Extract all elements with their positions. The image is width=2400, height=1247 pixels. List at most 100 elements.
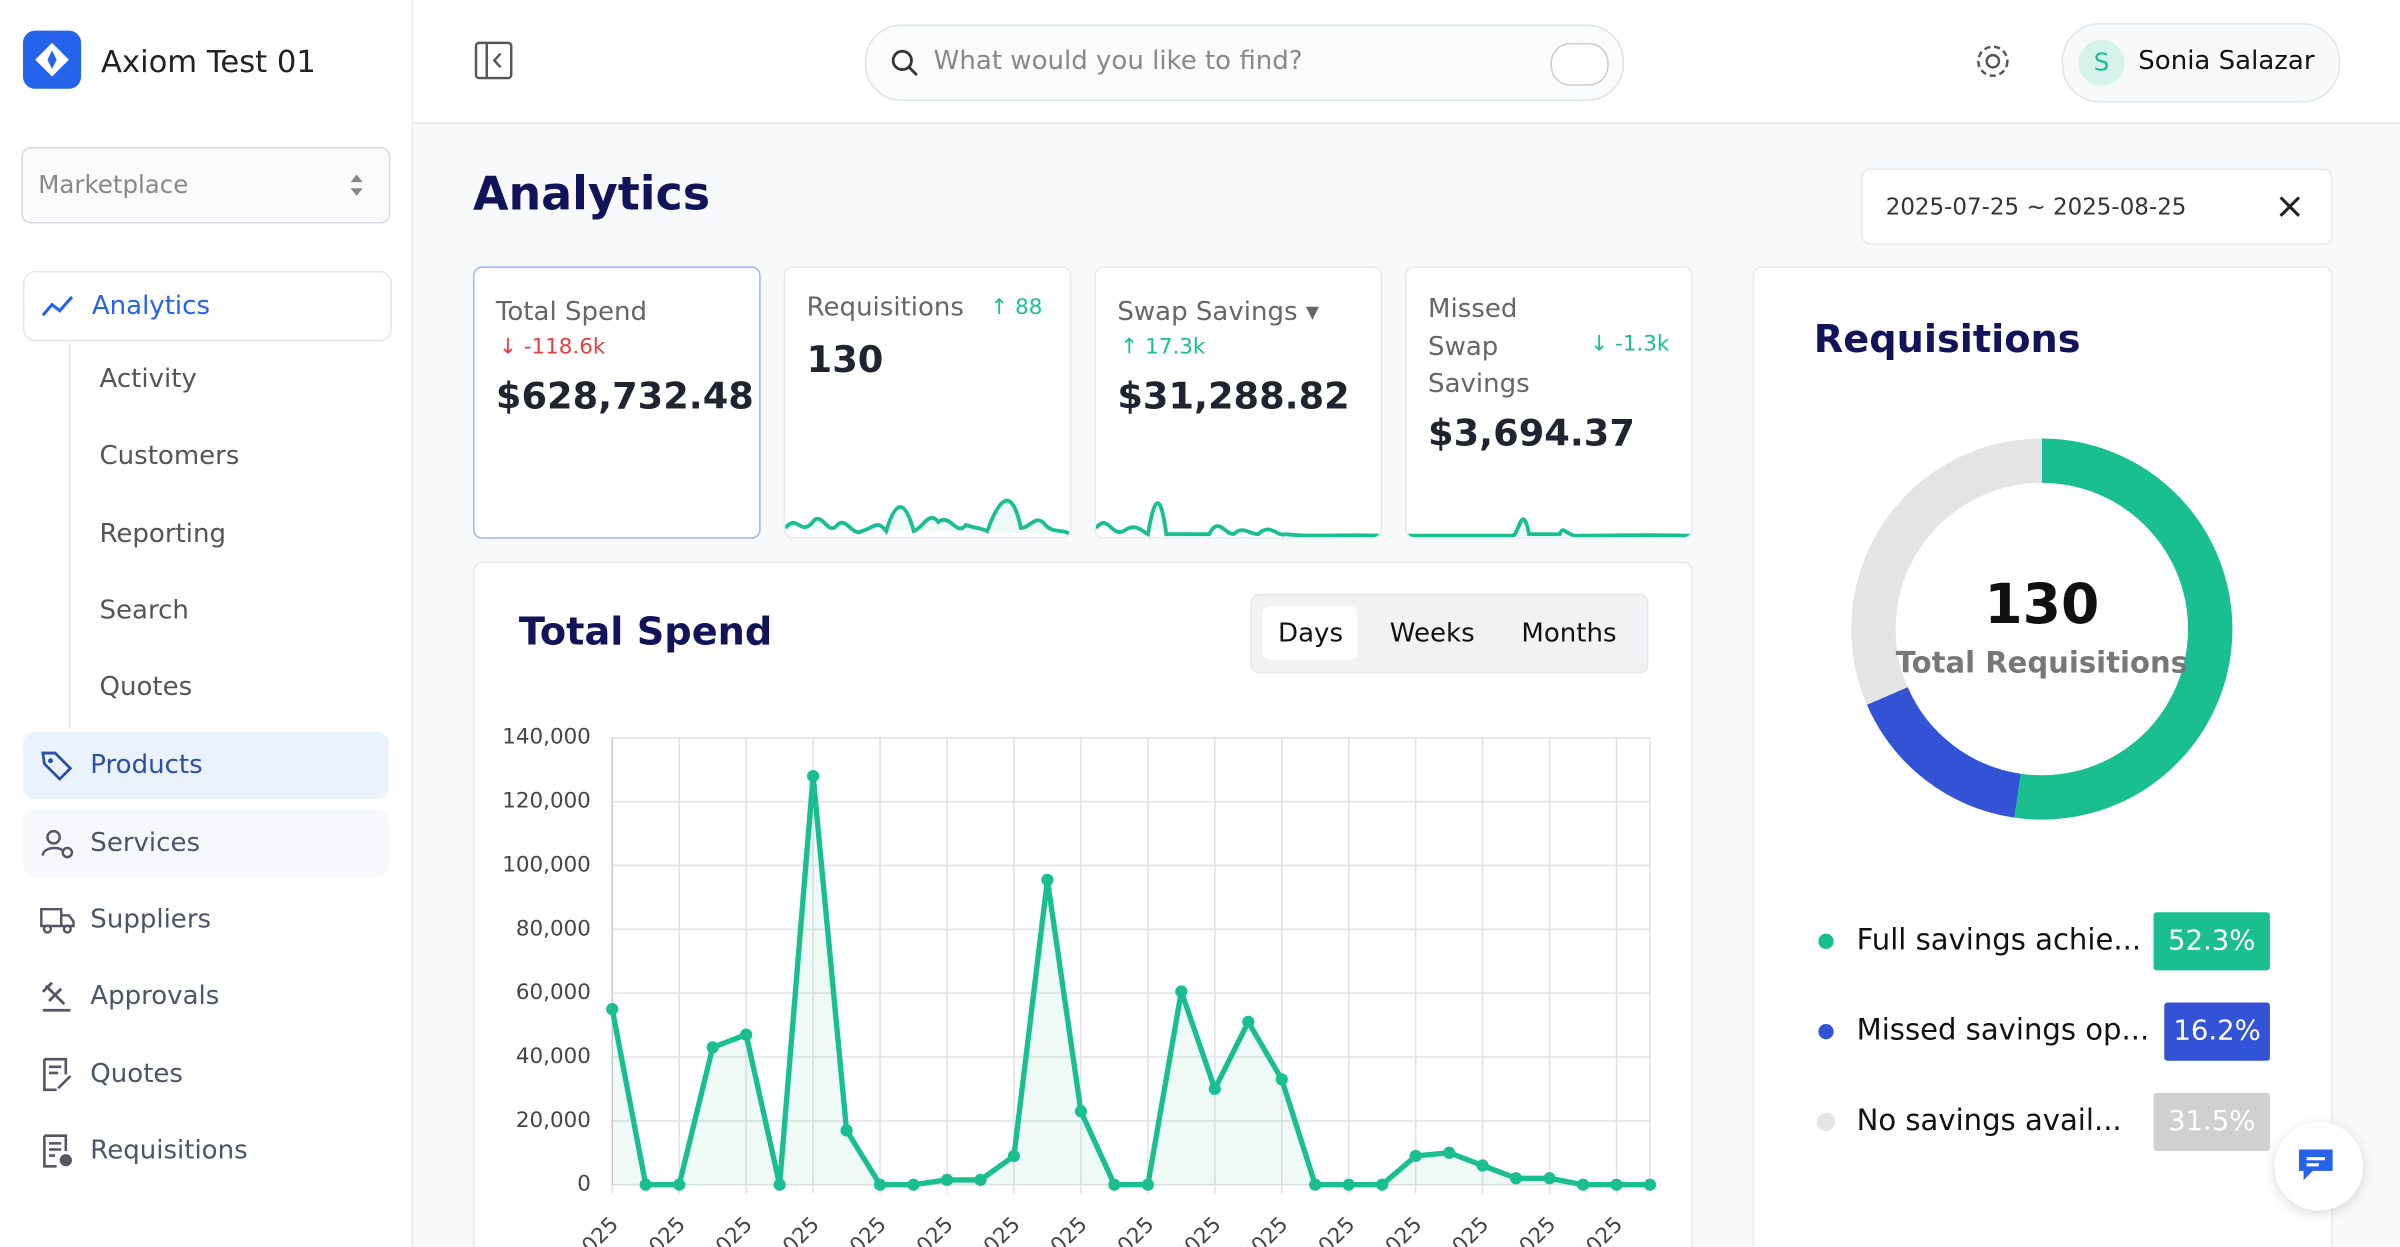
point (1610, 1178, 1623, 1191)
chat-icon (2298, 1149, 2333, 1181)
nav-item[interactable]: Services (22, 809, 389, 878)
sub-rule (68, 342, 71, 729)
kpi-change-value: 17.3k (1145, 335, 1206, 360)
tab-active-bg (1262, 606, 1358, 660)
nav-item[interactable]: Approvals (23, 963, 389, 1030)
nav-subitem[interactable]: Search (99, 595, 189, 627)
kpi-card[interactable]: Missed Swap Savings ↓ -1.3k $3,694.37 (1405, 266, 1693, 539)
nav-label: Analytics (91, 290, 211, 322)
tab[interactable]: Days (1278, 618, 1344, 649)
kpi-change: ↑ 88 (990, 295, 1043, 320)
legend-label: Missed savings op... (1857, 1013, 2150, 1047)
tab[interactable]: Months (1521, 618, 1617, 649)
nav-subitem[interactable]: Activity (99, 364, 197, 395)
sidebar: Axiom Test 01 Marketplace Analytics Acti… (0, 0, 414, 1247)
nav-subitem[interactable]: Quotes (99, 671, 193, 703)
kpi-change-value: 88 (1015, 295, 1043, 320)
legend-dot (1815, 930, 1837, 953)
point (740, 1028, 753, 1041)
point (806, 769, 820, 783)
settings-icon[interactable] (1973, 41, 2013, 81)
kpi-change: ↓ -118.6k (498, 335, 606, 360)
kpi-change: ↑ 17.3k (1120, 335, 1206, 360)
kpi-label: Missed Swap Savings (1428, 293, 1530, 400)
search-box[interactable]: What would you like to find? (864, 24, 1624, 102)
user-menu[interactable]: S Sonia Salazar (2061, 22, 2341, 103)
nav-item[interactable]: Requisitions (23, 1117, 389, 1184)
y-tick-label: 20,000 (516, 1108, 591, 1133)
nav-item[interactable]: Analytics (22, 270, 392, 342)
y-tick-label: 100,000 (502, 852, 591, 877)
nav-item[interactable]: Quotes (23, 1041, 389, 1108)
select-arrows (350, 174, 363, 196)
kpi-value: $628,732.48 (495, 374, 754, 418)
x-tick-label: 2025 (1505, 1212, 1561, 1247)
sparkline (785, 498, 1070, 536)
point (1376, 1178, 1389, 1191)
x-tick-label: 2025 (1103, 1212, 1159, 1247)
date-range[interactable]: 2025-07-25 ~ 2025-08-25 (1861, 168, 2333, 245)
point (1509, 1172, 1523, 1185)
date-range-text: 2025-07-25 ~ 2025-08-25 (1885, 192, 2187, 221)
point (1141, 1178, 1154, 1191)
nav-item[interactable]: Products (22, 731, 389, 799)
sidebar-toggle[interactable] (474, 41, 514, 81)
chat-button[interactable] (2274, 1121, 2364, 1211)
avatar: S (2078, 39, 2125, 86)
point (1443, 1146, 1456, 1159)
page-title: Analytics (472, 168, 711, 222)
point (873, 1178, 887, 1191)
nav-label: Approvals (90, 981, 220, 1012)
kpi-card[interactable]: Total Spend ↓ -118.6k $628,732.48 (472, 266, 761, 539)
x-tick-label: 2025 (969, 1212, 1025, 1247)
x-tick-label: 2025 (1036, 1212, 1092, 1247)
y-tick-label: 80,000 (516, 916, 591, 941)
donut-center-value: 130 (1984, 572, 2099, 636)
legend-dot (1815, 1020, 1837, 1043)
kpi-change: ↓ -1.3k (1590, 332, 1670, 357)
donut-segment (1851, 438, 2043, 705)
nav-subitem[interactable]: Reporting (99, 518, 227, 550)
card-title: Requisitions (1813, 316, 2081, 362)
nav-label: Products (90, 749, 203, 781)
point (1007, 1149, 1021, 1163)
x-tick-label: 2025 (701, 1212, 757, 1247)
kpi-value: $31,288.82 (1117, 374, 1350, 418)
x-tick-label: 2025 (1572, 1212, 1628, 1247)
kpi-card[interactable]: Swap Savings ▾ ↑ 17.3k $31,288.82 (1094, 266, 1383, 539)
nav-item[interactable]: Suppliers (23, 886, 389, 953)
kpi-label-text: Swap Savings (1117, 296, 1298, 328)
point (940, 1173, 954, 1187)
point (1074, 1105, 1088, 1118)
point (1041, 873, 1054, 886)
point (1543, 1172, 1556, 1185)
legend-label: Full savings achie... (1857, 922, 2141, 956)
kpi-value: 130 (806, 338, 884, 382)
point (606, 1002, 619, 1016)
donut-segment (2014, 438, 2233, 820)
nav-icon (43, 1057, 72, 1092)
kpi-change-value: -1.3k (1615, 332, 1670, 357)
legend-badge (2164, 1002, 2270, 1061)
spend-card: Total Spend Days Weeks Months 0 20,000 40,… (472, 561, 1693, 1247)
kpi-card[interactable]: Requisitions ↑ 88 130 (783, 266, 1072, 539)
enter-key (1550, 42, 1609, 86)
point (1175, 985, 1188, 998)
area (612, 776, 1650, 1185)
marketplace-select[interactable]: Marketplace (21, 146, 391, 224)
search-icon (891, 49, 918, 76)
clear-date[interactable] (2278, 194, 2302, 218)
point (1309, 1178, 1322, 1191)
tab[interactable]: Weeks (1389, 618, 1475, 649)
point (907, 1178, 920, 1191)
y-tick-label: 120,000 (502, 789, 591, 814)
line (609, 773, 1650, 1188)
x-tick-label: 2025 (1438, 1212, 1494, 1247)
search-placeholder: What would you like to find? (933, 45, 1303, 77)
point (1409, 1149, 1422, 1163)
nav-icon (41, 981, 71, 1012)
point (1576, 1178, 1590, 1191)
donut-segment (1866, 686, 2022, 818)
nav-subitem[interactable]: Customers (99, 440, 240, 472)
